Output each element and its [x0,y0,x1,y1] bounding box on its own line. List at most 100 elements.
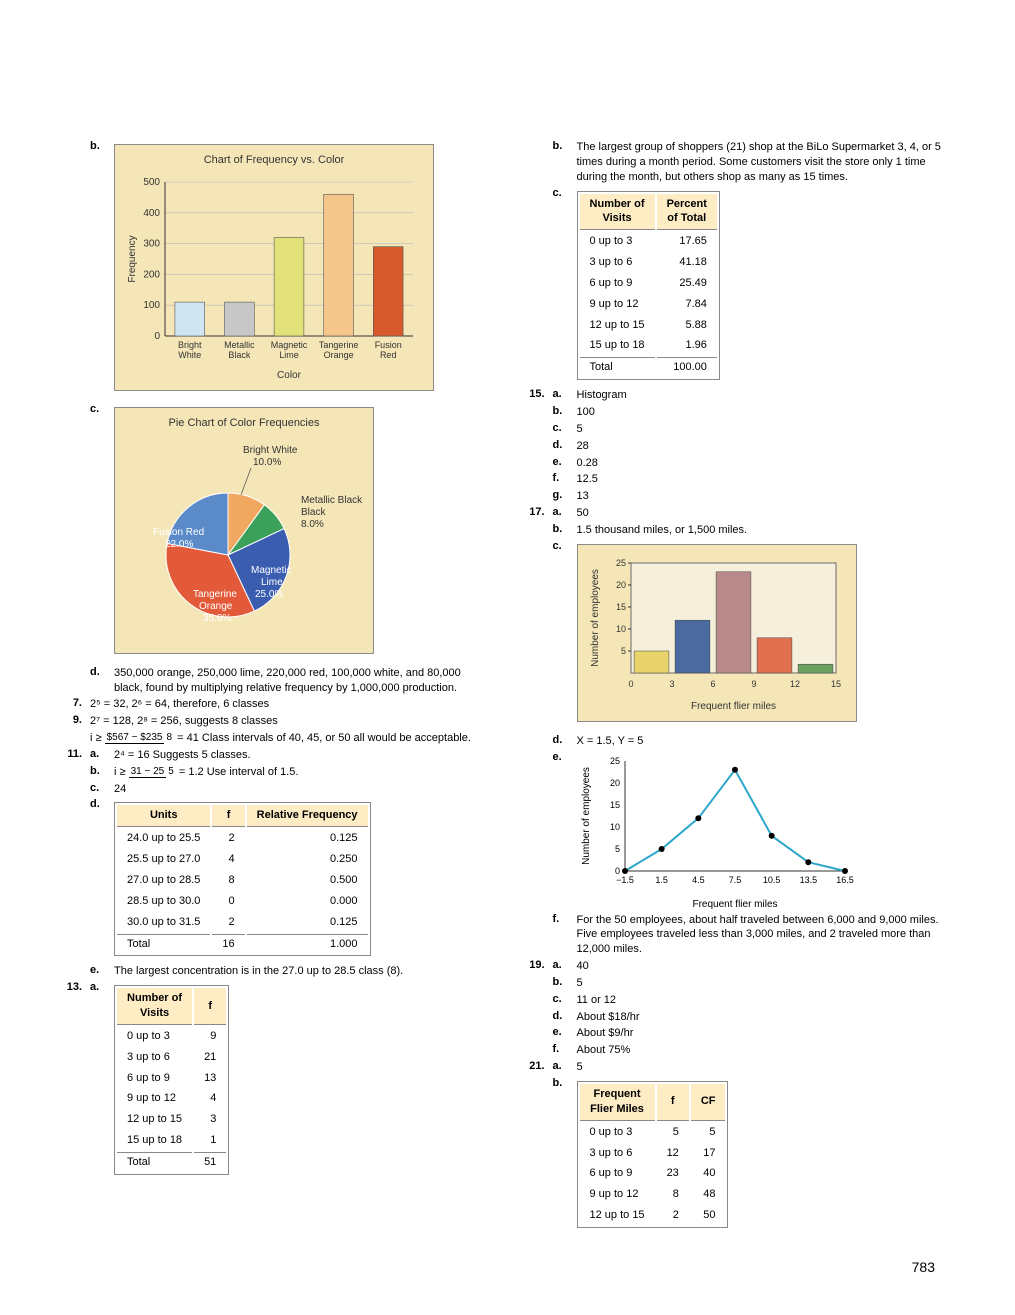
q15b: 100 [577,405,956,420]
svg-text:25: 25 [609,756,619,766]
svg-text:6: 6 [710,679,715,689]
q21-num: 21. [523,1060,545,1075]
svg-text:22.0%: 22.0% [165,539,193,550]
q7-text: 2⁵ = 32, 2⁶ = 64, therefore, 6 classes [90,697,493,712]
q15d: 28 [577,439,956,454]
bar-title: Chart of Frequency vs. Color [123,153,425,168]
svg-text:Orange: Orange [324,350,354,360]
d-label: d. [90,666,106,696]
svg-text:1.5: 1.5 [655,875,668,885]
svg-text:500: 500 [143,177,160,188]
page-number: 783 [912,1259,935,1275]
q19a: 40 [577,959,956,974]
page-root: b. Chart of Frequency vs. Color 01002003… [60,140,955,1236]
svg-text:Magnetic: Magnetic [271,340,308,350]
q19-num: 19. [523,959,545,974]
d-text: 350,000 orange, 250,000 lime, 220,000 re… [114,666,493,696]
q9-num: 9. [60,714,82,729]
svg-text:Bright White: Bright White [243,445,298,456]
svg-text:10.0%: 10.0% [253,457,281,468]
q9b-suffix: = 41 Class intervals of 40, 45, or 50 al… [177,732,471,744]
q15c: 5 [577,422,956,437]
polygon-svg: 0510152025−1.51.54.57.510.513.516.5Frequ… [577,751,857,911]
q9b-den: 8 [164,732,174,743]
svg-text:White: White [178,350,201,360]
bar-chart-svg: 0100200300400500BrightWhiteMetallicBlack… [123,172,423,382]
q19d: About $18/hr [577,1010,956,1025]
q11b: i ≥ 31 − 255 = 1.2 Use interval of 1.5. [114,765,493,780]
svg-text:7.5: 7.5 [728,875,741,885]
q19c: 11 or 12 [577,993,956,1008]
q15-num: 15. [523,388,545,403]
q11c: 24 [114,782,493,797]
q15a: Histogram [577,388,956,403]
r-b-text: The largest group of shoppers (21) shop … [577,140,956,185]
svg-text:Number of employees: Number of employees [590,569,601,667]
svg-text:25: 25 [615,558,625,568]
svg-text:Number of employees: Number of employees [581,767,592,865]
table-11d: UnitsfRelative Frequency24.0 up to 25.52… [114,802,371,956]
svg-text:Tangerine: Tangerine [193,589,237,600]
svg-text:Red: Red [380,350,397,360]
q15f: 12.5 [577,472,956,487]
svg-text:5: 5 [620,646,625,656]
table-21b: FrequentFlier MilesfCF0 up to 3553 up to… [577,1081,729,1228]
table-13a: Number ofVisitsf0 up to 393 up to 6216 u… [114,985,229,1175]
svg-text:13.5: 13.5 [799,875,817,885]
q17-num: 17. [523,506,545,521]
svg-text:Tangerine: Tangerine [319,340,359,350]
poly-box: 0510152025−1.51.54.57.510.513.516.5Frequ… [577,751,857,911]
hist-box: 51015202503691215Frequent flier milesNum… [577,544,857,722]
svg-text:12: 12 [789,679,799,689]
q17b: 1.5 thousand miles, or 1,500 miles. [577,523,956,538]
svg-text:Orange: Orange [199,601,233,612]
svg-text:15: 15 [615,602,625,612]
svg-text:10: 10 [615,624,625,634]
svg-text:Metallic Black: Metallic Black [301,495,363,506]
q9a-text: 2⁷ = 128, 2⁸ = 256, suggests 8 classes [90,714,493,729]
pie-chart-box: Pie Chart of Color Frequencies Bright Wh… [114,407,374,654]
histogram-svg: 51015202503691215Frequent flier milesNum… [586,553,846,713]
svg-text:Color: Color [277,370,302,381]
svg-text:100: 100 [143,300,160,311]
svg-text:Black: Black [228,350,251,360]
pie-label: c. [90,403,106,664]
svg-text:Bright: Bright [178,340,202,350]
svg-text:3: 3 [669,679,674,689]
table-percent: Number ofVisitsPercentof Total0 up to 31… [577,191,720,381]
q15e: 0.28 [577,456,956,471]
bar-chart-box: Chart of Frequency vs. Color 0 100 200 300 4… [114,144,434,391]
svg-text:Fusion: Fusion [375,340,402,350]
svg-text:Black: Black [301,507,326,518]
svg-text:15: 15 [609,800,619,810]
q9b-num: $567 − $235 [105,732,165,744]
svg-text:0: 0 [628,679,633,689]
q11-num: 11. [60,748,82,763]
q17d: X = 1.5, Y = 5 [577,734,956,749]
svg-text:200: 200 [143,269,160,280]
svg-text:Magnetic: Magnetic [251,565,292,576]
pie-title: Pie Chart of Color Frequencies [123,416,365,431]
svg-text:4.5: 4.5 [692,875,705,885]
svg-text:Lime: Lime [279,350,299,360]
pie-chart-svg: Bright White10.0% Metallic BlackBlack8.0%… [123,435,363,645]
q19f: About 75% [577,1043,956,1058]
q11b-prefix: i ≥ [114,766,129,778]
svg-text:300: 300 [143,238,160,249]
svg-text:400: 400 [143,208,160,219]
q11e: The largest concentration is in the 27.0… [114,964,493,979]
svg-text:20: 20 [609,778,619,788]
bar-label: b. [90,140,106,401]
q19b: 5 [577,976,956,991]
q11a: 2⁴ = 16 Suggests 5 classes. [114,748,493,763]
svg-text:0: 0 [154,331,160,342]
svg-text:Frequency: Frequency [127,235,138,282]
svg-text:20: 20 [615,580,625,590]
q19e: About $9/hr [577,1026,956,1041]
svg-text:Frequent flier miles: Frequent flier miles [690,701,775,712]
q11b-denr: 5 [166,766,176,777]
svg-text:10.5: 10.5 [762,875,780,885]
svg-text:5: 5 [614,844,619,854]
svg-text:8.0%: 8.0% [301,519,324,530]
q9b-prefix: i ≥ [90,732,105,744]
